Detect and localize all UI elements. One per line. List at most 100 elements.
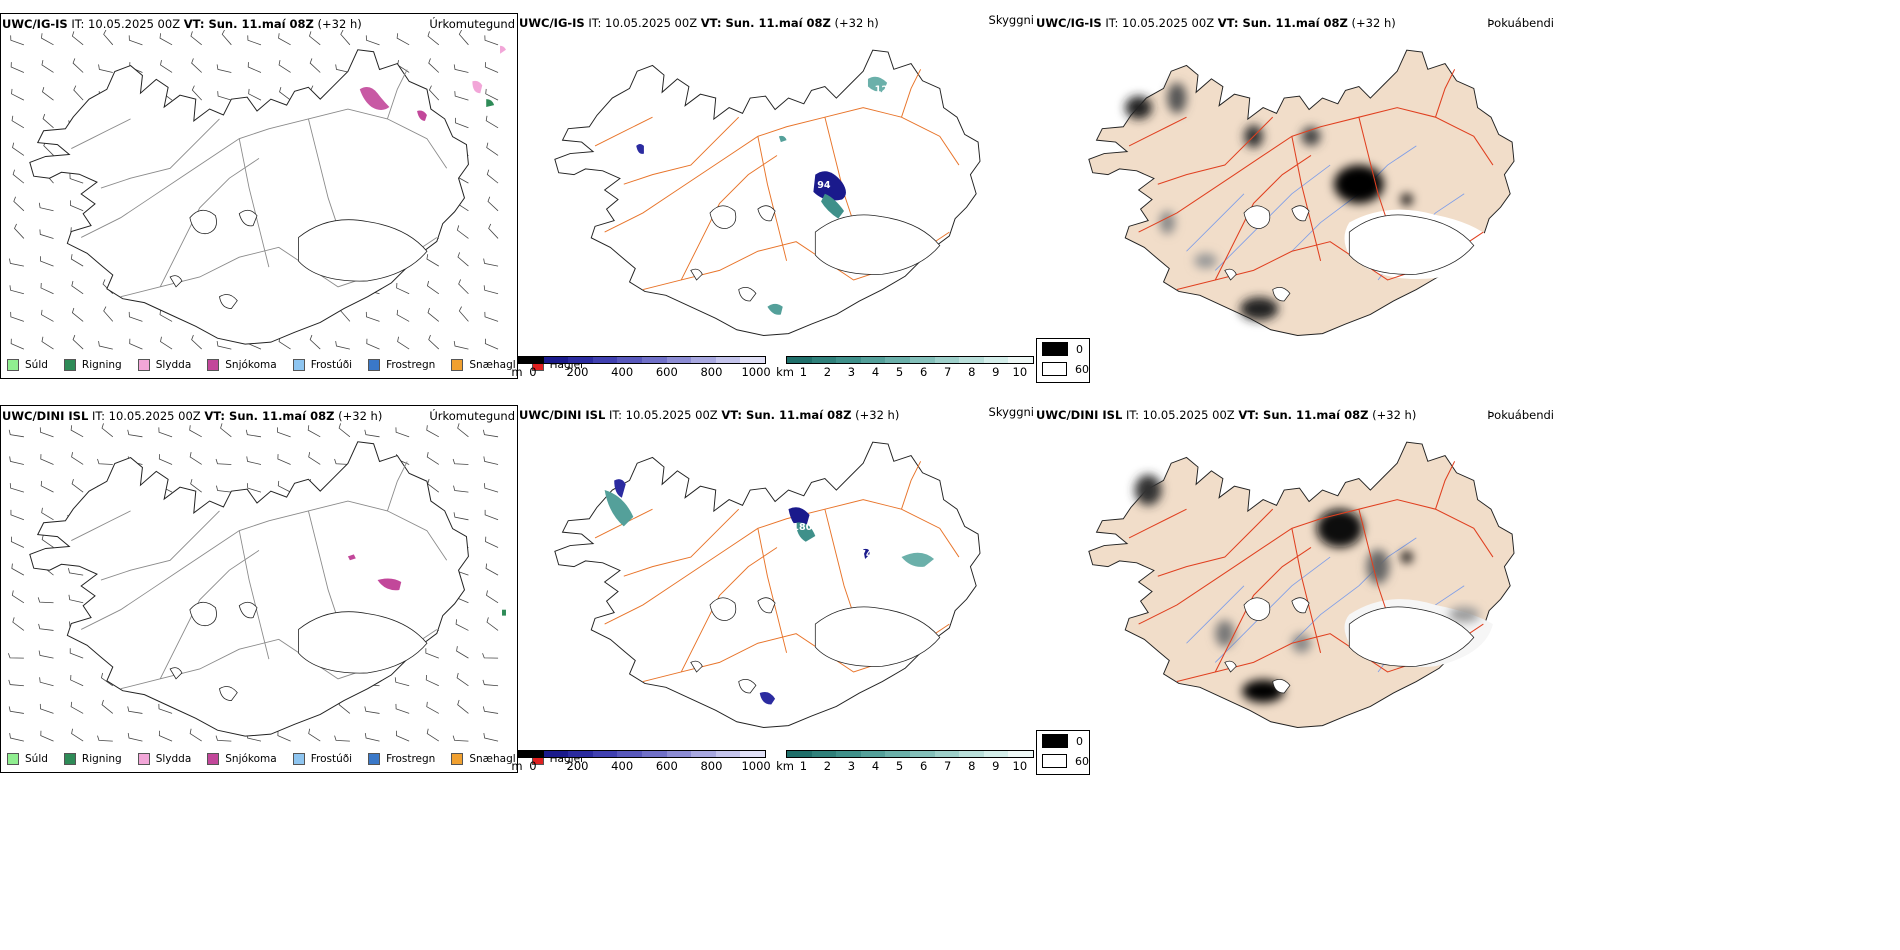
- wind-barb: [71, 728, 84, 742]
- panel-title: Úrkomutegund: [429, 409, 515, 423]
- wind-barb: [9, 456, 24, 465]
- wind-barb: [129, 338, 143, 350]
- wind-barb: [485, 563, 499, 576]
- route-line: [623, 508, 740, 577]
- glacier-outline: [219, 294, 238, 309]
- route-line: [1358, 509, 1389, 615]
- wind-barb: [364, 733, 380, 742]
- colorbar-cell: [885, 751, 910, 757]
- legend-label: Slydda: [155, 359, 192, 371]
- wind-barb: [103, 30, 114, 46]
- wind-barb: [458, 306, 469, 322]
- fog-legend-label: 0: [1076, 342, 1083, 356]
- wind-barb: [397, 336, 410, 350]
- wind-barb: [277, 730, 291, 742]
- wind-barb: [453, 341, 469, 350]
- wind-barb: [217, 91, 232, 101]
- route-line: [604, 499, 960, 625]
- colorbar-tick-label: 800: [700, 759, 723, 773]
- wind-barb: [456, 225, 469, 239]
- route-line: [307, 118, 339, 228]
- colorbar-cell: [641, 751, 667, 757]
- wind-barb: [428, 85, 440, 101]
- colorbar-tick-label: 7: [944, 365, 952, 379]
- colorbar-cell: [740, 751, 765, 757]
- glacier-outline: [1243, 597, 1271, 621]
- wind-barb: [9, 733, 24, 742]
- wind-barb: [100, 672, 114, 687]
- wind-barb: [221, 30, 232, 46]
- wind-barb: [190, 31, 202, 46]
- wind-barb: [41, 60, 54, 73]
- wind-barb: [456, 646, 469, 659]
- wind-barb: [396, 309, 410, 322]
- wind-barb: [426, 728, 440, 742]
- legend-label: Frostúði: [310, 753, 353, 765]
- low-visibility-area: [901, 552, 935, 567]
- glacier-outlines: [690, 205, 941, 302]
- glacier-outline: [757, 205, 776, 222]
- glacier-outline: [169, 275, 183, 288]
- wind-barb: [246, 483, 262, 493]
- colorbar-tick-label: 3: [847, 759, 856, 773]
- low-ceiling-area: [636, 143, 644, 154]
- wind-barb: [426, 280, 440, 295]
- low-ceiling-area: [788, 507, 810, 529]
- wind-barb: [72, 58, 84, 73]
- wind-barb: [425, 648, 439, 659]
- colorbar-cell: [715, 357, 741, 363]
- colorbar-tick-label: 800: [700, 365, 723, 379]
- route-line: [757, 136, 788, 261]
- wind-barb: [8, 653, 24, 659]
- legend-label: Frostregn: [386, 359, 436, 371]
- wind-barb: [279, 86, 291, 101]
- wind-barb: [103, 306, 114, 322]
- route-line: [1291, 528, 1322, 653]
- precip-snow-areas: [359, 45, 506, 121]
- legend-label: Súld: [25, 359, 48, 371]
- wind-barb: [215, 458, 232, 465]
- colorbar-cell: [959, 751, 984, 757]
- route-line: [80, 500, 448, 630]
- fog-blob: [1401, 551, 1413, 563]
- iceland-coastline: [29, 441, 469, 737]
- wind-barb: [485, 88, 499, 101]
- legend-item: Frostregn: [368, 753, 435, 765]
- colorbar-cell: [811, 751, 837, 757]
- glacier-outline: [1348, 214, 1475, 275]
- wind-barb: [9, 483, 25, 493]
- colorbar-cell: [568, 357, 593, 363]
- wind-barb: [457, 423, 469, 438]
- fog-legend-swatch: [1042, 754, 1067, 768]
- wind-barb: [38, 650, 54, 659]
- wind-barb: [486, 142, 499, 156]
- wind-barb: [73, 85, 84, 101]
- wind-barb: [72, 334, 84, 350]
- wind-barb: [453, 512, 469, 521]
- wind-barb: [484, 338, 499, 350]
- wind-barb: [127, 733, 143, 742]
- panel-title: Þokuábendi: [1487, 408, 1554, 422]
- wind-barb: [335, 341, 350, 350]
- legend-item: Slydda: [137, 359, 192, 371]
- wind-barb: [13, 196, 25, 212]
- glacier-outline: [1272, 679, 1291, 694]
- fog-blob: [1159, 211, 1176, 235]
- wind-barb: [278, 33, 291, 46]
- wind-barb: [98, 341, 113, 350]
- legend-swatch: [7, 359, 19, 371]
- wind-barb: [486, 590, 499, 604]
- route-line: [1157, 116, 1274, 185]
- colorbar-cell: [836, 357, 861, 363]
- colorbar-unit: km: [776, 759, 794, 773]
- low-ceiling-area: [813, 171, 846, 201]
- colorbar-cell: [983, 751, 1009, 757]
- glacier-outlines: [169, 209, 428, 309]
- fog-legend-swatch: [1042, 734, 1068, 748]
- wind-barb: [128, 35, 143, 46]
- route-line: [159, 158, 260, 288]
- wind-barb: [426, 254, 439, 267]
- route-line: [824, 117, 855, 223]
- route-line: [1157, 508, 1274, 577]
- panel-header: UWC/IG-IS IT: 10.05.2025 00Z VT: Sun. 11…: [2, 17, 362, 31]
